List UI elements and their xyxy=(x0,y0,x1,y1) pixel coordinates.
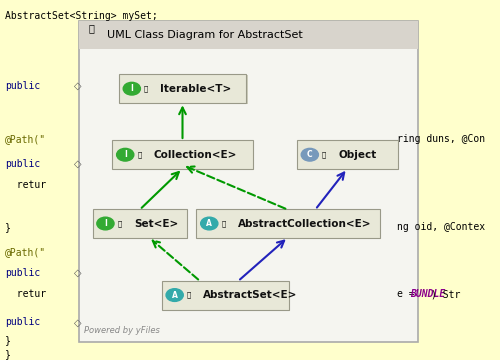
Text: 🔒: 🔒 xyxy=(222,220,226,227)
Text: ring duns, @Con: ring duns, @Con xyxy=(396,134,484,144)
FancyBboxPatch shape xyxy=(198,210,381,239)
Text: retur: retur xyxy=(5,289,46,299)
Text: UML Class Diagram for AbstractSet: UML Class Diagram for AbstractSet xyxy=(108,30,303,40)
Circle shape xyxy=(166,289,184,301)
Circle shape xyxy=(97,217,114,230)
Text: }: } xyxy=(5,335,10,345)
Text: AbstractCollection<E>: AbstractCollection<E> xyxy=(238,219,372,229)
FancyBboxPatch shape xyxy=(163,282,290,311)
FancyBboxPatch shape xyxy=(120,75,248,104)
Text: ◇: ◇ xyxy=(74,159,82,169)
Text: ◇: ◇ xyxy=(74,268,82,278)
Text: AbstractSet<String> mySet;: AbstractSet<String> mySet; xyxy=(5,10,158,21)
Text: 🗖: 🗖 xyxy=(88,23,94,33)
FancyBboxPatch shape xyxy=(92,209,187,238)
Text: @Path(": @Path(" xyxy=(5,247,46,257)
Text: I: I xyxy=(104,219,107,228)
Text: 🔒: 🔒 xyxy=(187,292,191,298)
Circle shape xyxy=(116,148,134,161)
Text: }: } xyxy=(5,349,10,359)
Text: 🔒: 🔒 xyxy=(322,152,326,158)
Text: e =: e = xyxy=(396,289,420,299)
Text: BUNDLE: BUNDLE xyxy=(410,289,445,299)
Text: I: I xyxy=(130,84,133,93)
Text: public: public xyxy=(5,268,40,278)
Text: Powered by yFiles: Powered by yFiles xyxy=(84,326,160,335)
Text: }: } xyxy=(5,222,10,232)
Text: Set<E>: Set<E> xyxy=(134,219,178,229)
Text: public: public xyxy=(5,318,40,328)
Text: 🔒: 🔒 xyxy=(118,220,122,227)
Text: ng oid, @Contex: ng oid, @Contex xyxy=(396,222,484,232)
FancyBboxPatch shape xyxy=(297,140,398,169)
FancyBboxPatch shape xyxy=(119,74,246,103)
Text: AbstractSet<E>: AbstractSet<E> xyxy=(204,290,298,300)
FancyBboxPatch shape xyxy=(79,21,418,49)
Text: Collection<E>: Collection<E> xyxy=(154,150,238,160)
Text: @Path(": @Path(" xyxy=(5,134,46,144)
Text: Object: Object xyxy=(338,150,376,160)
FancyBboxPatch shape xyxy=(112,140,252,169)
Text: A: A xyxy=(172,291,177,300)
Text: C: C xyxy=(307,150,312,159)
Text: Iterable<T>: Iterable<T> xyxy=(160,84,232,94)
FancyBboxPatch shape xyxy=(196,209,380,238)
FancyBboxPatch shape xyxy=(79,21,418,342)
FancyBboxPatch shape xyxy=(162,280,289,310)
Circle shape xyxy=(301,148,318,161)
Text: ◇: ◇ xyxy=(74,81,82,91)
Text: I: I xyxy=(124,150,126,159)
Text: 🔒: 🔒 xyxy=(144,85,148,92)
Text: 🔒: 🔒 xyxy=(138,152,141,158)
Text: A: A xyxy=(206,219,212,228)
Text: retur: retur xyxy=(5,180,46,190)
Circle shape xyxy=(200,217,218,230)
Circle shape xyxy=(123,82,140,95)
FancyBboxPatch shape xyxy=(114,141,254,170)
Text: ) Str: ) Str xyxy=(431,289,460,299)
FancyBboxPatch shape xyxy=(94,210,188,239)
FancyBboxPatch shape xyxy=(298,141,399,170)
Text: public: public xyxy=(5,159,40,169)
Text: ◇: ◇ xyxy=(74,318,82,328)
Text: public: public xyxy=(5,81,40,91)
